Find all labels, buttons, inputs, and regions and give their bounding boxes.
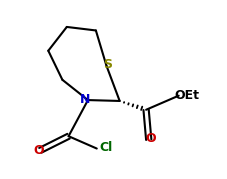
Text: N: N <box>80 93 91 106</box>
Text: Cl: Cl <box>99 141 112 154</box>
Text: S: S <box>103 58 112 71</box>
Text: O: O <box>145 132 156 145</box>
Text: OEt: OEt <box>174 89 199 102</box>
Text: O: O <box>33 144 44 157</box>
